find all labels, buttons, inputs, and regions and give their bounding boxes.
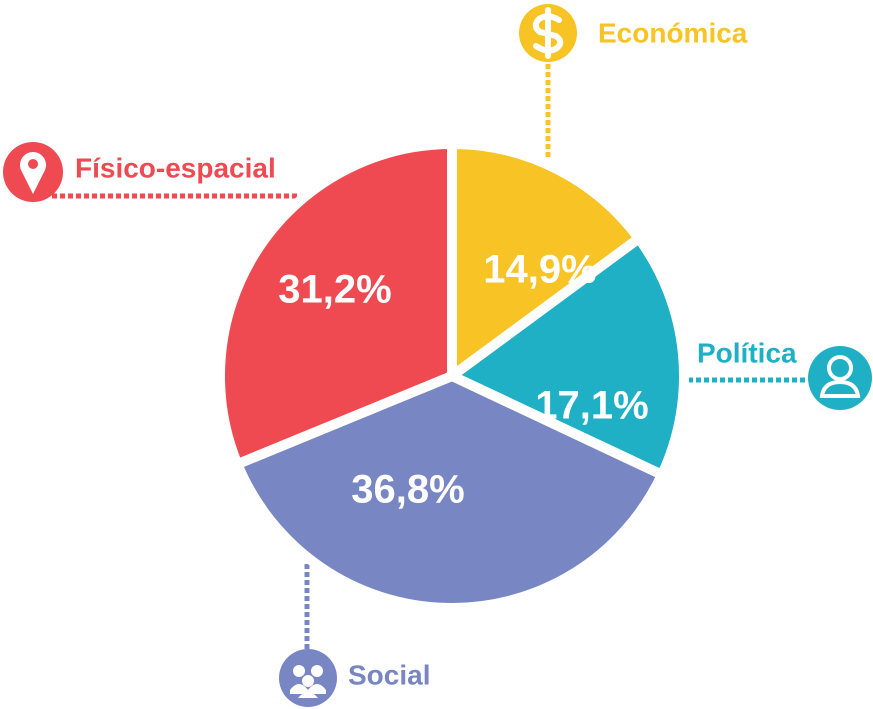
category-label: Físico-espacial (75, 152, 276, 183)
slice (215, 138, 457, 471)
dollar-glyph (532, 7, 564, 59)
people-head (311, 665, 323, 677)
category-label: Social (348, 659, 430, 690)
slice (442, 231, 689, 482)
slice (447, 138, 646, 386)
pin (20, 152, 47, 194)
value-label: 36,8% (351, 468, 464, 512)
value-label: 14,9% (483, 248, 596, 292)
category-label: Política (697, 337, 797, 368)
value-label: 17,1% (535, 384, 648, 428)
people-head (293, 665, 305, 677)
value-label: 31,2% (278, 268, 391, 312)
person-body (819, 379, 861, 398)
category-label: Económica (598, 17, 748, 48)
people-head (302, 675, 314, 687)
slice (230, 370, 669, 613)
icons (3, 4, 872, 707)
pin-hole (28, 159, 38, 169)
people-body (290, 684, 326, 698)
person-head (827, 355, 853, 381)
